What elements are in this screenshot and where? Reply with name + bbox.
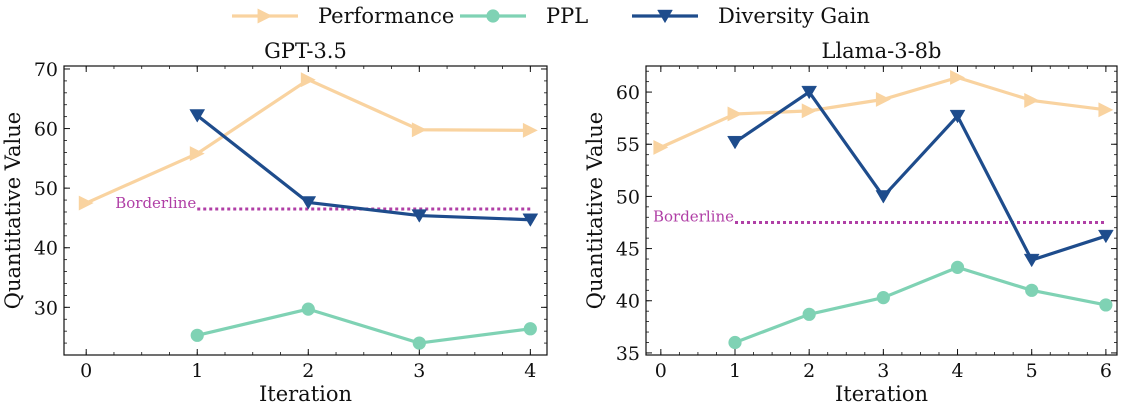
data-point-performance — [522, 122, 538, 138]
x-tick-label: 0 — [655, 360, 667, 382]
data-point-diversity-gain — [1097, 229, 1114, 244]
data-point-diversity-gain — [875, 190, 892, 204]
legend-marker-ppl — [486, 9, 500, 23]
series-line-performance — [85, 78, 531, 205]
borderline-label: Borderline — [653, 207, 734, 225]
data-point-performance — [950, 70, 965, 85]
y-axis-label: Quantitative Value — [1, 112, 25, 309]
x-tick-label: 4 — [524, 360, 536, 382]
series-line-diversity-gain — [196, 114, 531, 222]
data-point-ppl — [876, 291, 890, 305]
data-point-performance — [653, 139, 669, 155]
data-point-performance — [411, 122, 427, 138]
chart-panel-gpt35: GPT-3.5 0 1 2 3 4 30 40 50 60 70 Iteration Quantitat… — [1, 39, 548, 406]
chart-title: GPT-3.5 — [264, 39, 347, 63]
series-diversity-gain — [727, 85, 1114, 268]
plot-frame — [645, 65, 1118, 356]
series-performance — [78, 72, 538, 211]
y-tick-label: 30 — [34, 297, 58, 319]
legend-item-performance: Performance — [232, 4, 454, 28]
data-point-ppl — [1099, 298, 1113, 312]
y-tick-label: 60 — [34, 119, 58, 141]
x-axis-label: Iteration — [259, 382, 352, 406]
legend-item-diversity-gain: Diversity Gain — [632, 4, 870, 28]
y-axis-label: Quantitative Value — [583, 112, 607, 309]
data-point-performance — [78, 195, 94, 211]
x-tick-label: 6 — [1100, 360, 1112, 382]
series-diversity-gain — [189, 109, 539, 227]
data-point-performance — [727, 106, 743, 122]
x-tick-label: 5 — [1026, 360, 1038, 382]
series-line-diversity-gain — [734, 90, 1107, 262]
data-point-diversity-gain — [300, 196, 317, 210]
y-tick-label: 50 — [616, 186, 640, 208]
data-point-diversity-gain — [727, 135, 743, 150]
chart-panel-llama3: Llama-3-8b0 1 2 3 4 5 6354045505560IterationQu… — [583, 39, 1118, 406]
y-tick-label: 60 — [616, 82, 640, 104]
data-point-performance — [801, 103, 817, 119]
data-point-performance — [300, 72, 316, 88]
y-tick-label: 40 — [616, 291, 640, 313]
data-point-diversity-gain — [1023, 253, 1040, 268]
y-tick-label: 45 — [616, 239, 640, 261]
data-point-ppl — [802, 307, 816, 321]
legend-label-diversity-gain: Diversity Gain — [718, 4, 870, 28]
plot-frame — [63, 65, 548, 356]
chart-title: Llama-3-8b — [822, 39, 942, 63]
y-tick-label: 35 — [616, 343, 640, 365]
data-point-diversity-gain — [411, 209, 428, 223]
x-tick-label: 3 — [877, 360, 889, 382]
borderline-label: Borderline — [115, 194, 196, 212]
x-tick-label: 1 — [191, 360, 203, 382]
x-tick-label: 2 — [803, 360, 815, 382]
data-point-performance — [189, 146, 205, 162]
data-point-performance — [1024, 92, 1040, 108]
series-performance — [653, 70, 1114, 155]
y-tick-label: 50 — [34, 178, 58, 200]
legend: Performance PPL Diversity Gain — [232, 4, 870, 28]
x-tick-label: 2 — [302, 360, 314, 382]
data-point-diversity-gain — [949, 109, 966, 124]
legend-item-ppl: PPL — [460, 4, 588, 28]
y-tick-label: 55 — [616, 134, 640, 156]
y-tick-label: 70 — [34, 59, 58, 81]
data-point-ppl — [523, 322, 537, 336]
data-point-performance — [875, 91, 891, 107]
data-point-performance — [1098, 102, 1114, 118]
data-point-diversity-gain — [522, 213, 539, 227]
legend-label-ppl: PPL — [546, 4, 588, 28]
data-point-diversity-gain — [189, 109, 206, 123]
series-ppl — [728, 260, 1113, 350]
legend-marker-performance — [257, 8, 273, 24]
data-point-ppl — [190, 328, 204, 342]
x-axis-label: Iteration — [835, 382, 928, 406]
data-point-ppl — [301, 302, 315, 316]
data-point-diversity-gain — [801, 85, 818, 100]
data-point-ppl — [412, 336, 426, 350]
x-tick-label: 1 — [729, 360, 741, 382]
x-tick-label: 0 — [80, 360, 92, 382]
data-point-ppl — [950, 260, 965, 274]
legend-label-performance: Performance — [318, 4, 454, 28]
x-tick-label: 4 — [951, 360, 963, 382]
y-tick-label: 40 — [34, 238, 58, 260]
x-tick-label: 3 — [413, 360, 425, 382]
data-point-ppl — [1025, 283, 1039, 297]
series-line-ppl — [196, 307, 531, 345]
data-point-ppl — [728, 335, 742, 350]
series-ppl — [190, 302, 537, 350]
series-line-ppl — [734, 265, 1107, 344]
legend-marker-diversity-gain — [657, 9, 673, 24]
